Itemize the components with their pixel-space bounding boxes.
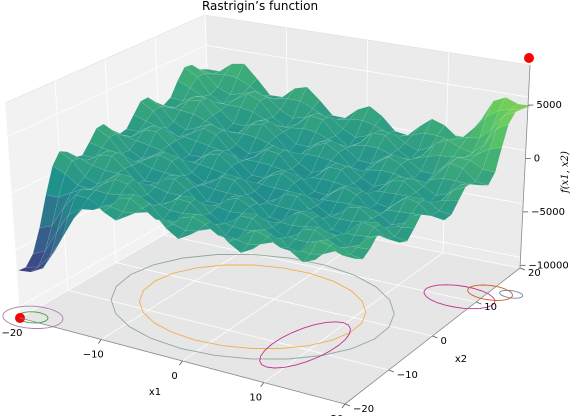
z-axis-line [519,64,531,269]
y-tick-label: −10 [397,370,418,381]
y-tick-label: 10 [484,302,497,313]
chart-title: Rastrigin’s function [202,0,318,13]
x-tick-mark [260,382,265,387]
y-tick-label: 20 [528,268,541,279]
grid-line [263,252,444,383]
contour-line [2,305,64,329]
grid-line [4,102,21,319]
y-tick-mark [476,301,482,305]
grid-line [7,44,207,138]
floor-contours [2,254,524,369]
y-tick-mark [519,267,526,271]
x-tick-label: −10 [83,350,104,361]
x-tick-mark [16,317,21,323]
surface-mesh [17,63,532,273]
contour-line [110,254,395,360]
contour-line [423,284,496,310]
z-ticks: −10000 −5000 0 5000 [520,100,569,271]
y-tick-mark [432,335,438,339]
y-ticks: −20 −10 0 10 20 [344,267,541,415]
contour-line [259,321,351,369]
x-ticks: −20 −10 0 10 20 [1,317,346,416]
y-tick-mark [344,403,351,407]
x-tick-mark [179,360,183,366]
grid-line [206,44,529,98]
z-tick-label: 0 [534,153,540,164]
y-axis-label: x2 [455,354,467,365]
contour-line [138,264,367,349]
max-marker [524,53,534,63]
x-tick-label: 0 [171,371,177,382]
surface-patch [510,103,532,110]
x-tick-label: −20 [1,328,22,339]
z-tick-label: −10000 [529,260,569,271]
x-tick-mark [341,403,346,409]
z-axis-label: f(x1, x2) [560,151,571,194]
x-tick-label: 10 [249,393,262,404]
z-tick-label: 5000 [536,100,561,111]
contour-line [499,289,524,299]
y-tick-mark [388,369,394,373]
x-tick-label: 20 [331,414,344,416]
x-tick-mark [97,339,102,344]
y-tick-label: 0 [441,336,447,347]
y-tick-label: −20 [353,404,374,415]
z-tick-label: −5000 [531,207,565,218]
x-axis-label: x1 [149,387,161,398]
